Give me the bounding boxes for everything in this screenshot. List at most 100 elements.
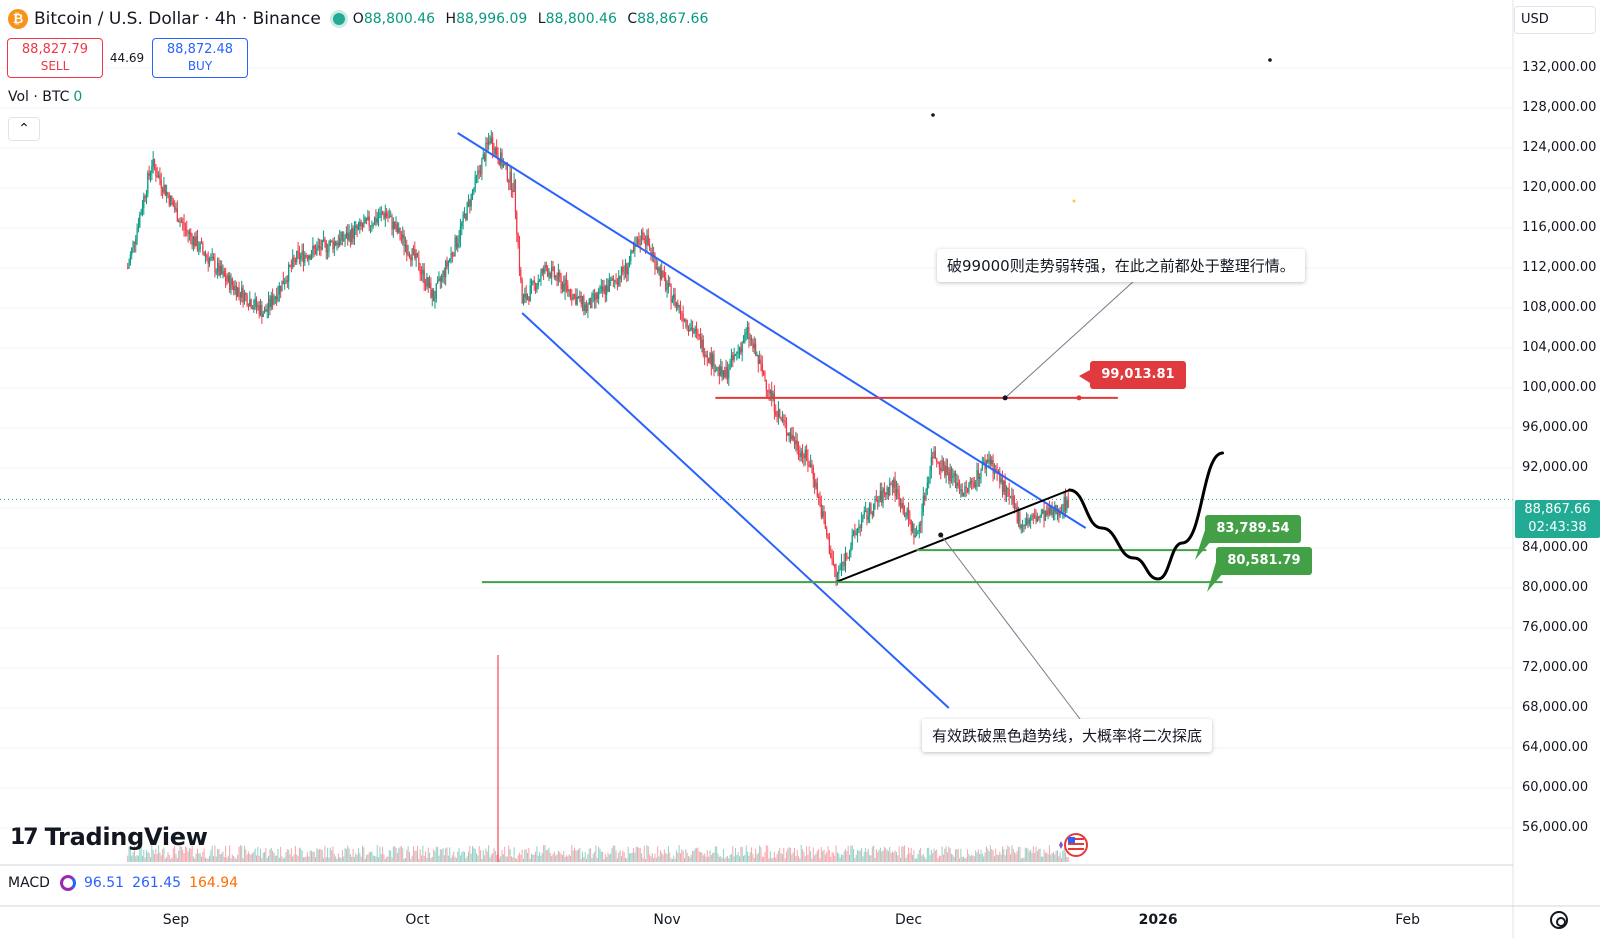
candle-body xyxy=(524,293,526,298)
candle-body xyxy=(854,531,856,535)
candle-body xyxy=(944,465,946,476)
volume-bar xyxy=(655,857,657,862)
candle-body xyxy=(816,482,818,497)
volume-bar xyxy=(317,849,319,862)
volume-bar xyxy=(1044,852,1046,862)
volume-legend[interactable]: Vol · BTC 0 xyxy=(8,89,82,105)
volume-bar xyxy=(438,855,440,862)
candle-body xyxy=(655,267,657,269)
candle-body xyxy=(911,523,914,532)
candle-body xyxy=(716,369,718,371)
volume-bar xyxy=(458,848,460,862)
volume-bar xyxy=(298,847,300,862)
annotation-note-bottom[interactable]: 有效跌破黑色趋势线，大概率将二次探底 xyxy=(922,719,1213,752)
volume-bar xyxy=(949,848,951,862)
candle-body xyxy=(375,217,377,223)
candle-body xyxy=(348,232,350,240)
buy-button[interactable]: 88,872.48 BUY xyxy=(152,38,248,78)
marker-dot xyxy=(931,113,935,117)
volume-bar xyxy=(1000,854,1002,862)
candle-body xyxy=(1064,496,1067,511)
candle-body xyxy=(139,214,141,227)
candle-body xyxy=(306,256,309,260)
candle-body xyxy=(618,276,620,285)
candle-body xyxy=(179,220,181,223)
volume-bar xyxy=(311,850,313,862)
volume-bar xyxy=(760,847,762,862)
candle-body xyxy=(364,217,366,223)
volume-bar xyxy=(269,849,271,862)
candle-body xyxy=(396,223,398,233)
candle-body xyxy=(649,245,651,249)
candle-body xyxy=(968,484,970,493)
candle-body xyxy=(988,458,990,463)
candle-body xyxy=(373,217,376,225)
volume-bar xyxy=(394,846,396,862)
candle-body xyxy=(678,305,680,308)
support-level-badge-2[interactable]: 80,581.79 xyxy=(1216,547,1312,575)
sell-button[interactable]: 88,827.79 SELL xyxy=(7,38,103,78)
candle-body xyxy=(937,461,939,463)
volume-bar xyxy=(285,852,287,862)
candle-body xyxy=(190,232,192,237)
candle-body xyxy=(1020,525,1022,529)
candle-body xyxy=(734,353,737,355)
volume-bar xyxy=(547,849,549,862)
volume-bar xyxy=(909,853,911,862)
volume-bar xyxy=(638,848,640,862)
collapse-legend-button[interactable]: ⌃ xyxy=(8,117,40,141)
volume-bar xyxy=(395,847,397,862)
volume-bar xyxy=(341,850,343,862)
candle-body xyxy=(266,309,268,312)
volume-bar xyxy=(510,856,512,862)
candle-body xyxy=(359,222,361,227)
volume-bar xyxy=(938,855,940,862)
last-price-value: 88,867.66 xyxy=(1524,502,1591,517)
callout-connector-top xyxy=(1004,279,1136,399)
macd-legend[interactable]: MACD 96.51 261.45 164.94 xyxy=(8,875,238,891)
candle-body xyxy=(771,390,773,398)
volume-bar xyxy=(1046,852,1048,862)
candle-body xyxy=(961,489,963,496)
volume-bar xyxy=(686,852,688,862)
candle-body xyxy=(1059,511,1061,516)
volume-bar xyxy=(504,846,506,862)
symbol-title[interactable]: Bitcoin / U.S. Dollar · 4h · Binance xyxy=(34,9,321,29)
candle-body xyxy=(302,250,305,263)
us-flag-event-icon[interactable] xyxy=(1055,832,1089,858)
volume-bar xyxy=(234,857,236,862)
candle-body xyxy=(517,233,519,245)
volume-bar xyxy=(319,848,321,862)
candle-body xyxy=(532,280,534,282)
candle-body xyxy=(204,255,207,257)
candle-body xyxy=(576,296,578,305)
settings-gear-icon[interactable] xyxy=(1550,911,1568,929)
price-tick-label: 72,000.00 xyxy=(1522,660,1589,675)
candle-body xyxy=(793,440,796,445)
annotation-note-top[interactable]: 破99000则走势弱转强，在此之前都处于整理行情。 xyxy=(937,249,1305,282)
candle-body xyxy=(1027,518,1029,524)
volume-bar xyxy=(763,857,765,862)
support-level-badge-1[interactable]: 83,789.54 xyxy=(1205,515,1301,543)
volume-bar xyxy=(925,858,927,862)
volume-bar xyxy=(249,854,251,862)
candle-body xyxy=(818,496,820,498)
candle-body xyxy=(496,147,498,155)
volume-bar xyxy=(844,848,846,862)
volume-bar xyxy=(832,852,834,862)
volume-bar xyxy=(482,850,484,862)
candle-body xyxy=(628,261,631,268)
black-trendline xyxy=(835,489,1070,583)
volume-bar xyxy=(858,850,860,862)
volume-bar xyxy=(877,852,879,862)
resistance-level-badge[interactable]: 99,013.81 xyxy=(1090,361,1186,389)
candle-body xyxy=(616,282,619,285)
volume-bar xyxy=(376,845,378,862)
candle-body xyxy=(312,245,314,255)
volume-bar xyxy=(245,849,247,862)
currency-selector[interactable]: USD xyxy=(1514,6,1596,34)
volume-bar xyxy=(901,846,903,862)
candle-body xyxy=(764,375,766,381)
volume-bar xyxy=(953,856,955,862)
